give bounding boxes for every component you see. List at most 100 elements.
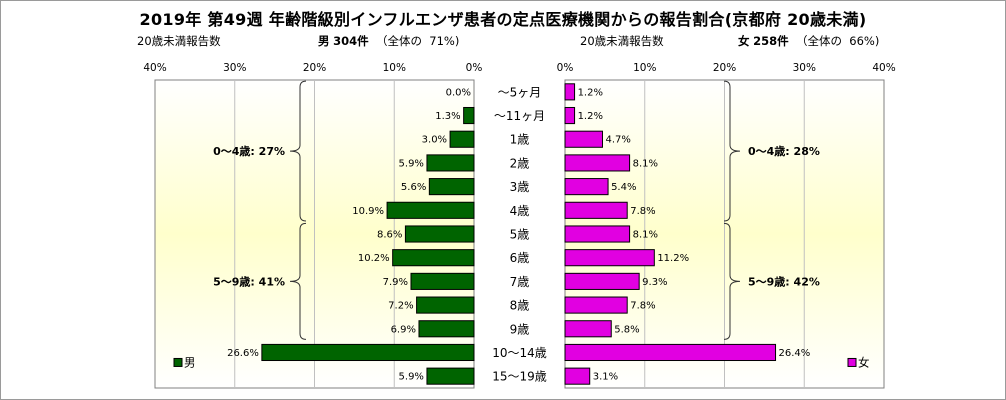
male-bar — [392, 249, 475, 267]
category-label: 7歳 — [510, 275, 530, 289]
female-bar — [564, 343, 777, 362]
male-legend-label: 男 — [184, 355, 196, 369]
category-label: 3歳 — [510, 180, 530, 194]
female-data-label: 4.7% — [605, 135, 630, 146]
female-bar — [564, 130, 603, 148]
male-data-label: 5.6% — [401, 182, 426, 193]
female-data-label: 7.8% — [630, 206, 655, 217]
left-tick-label: 40% — [143, 62, 166, 74]
female-data-label: 7.8% — [630, 301, 655, 312]
right-count: 258件 — [753, 34, 789, 48]
female-bar — [564, 296, 628, 314]
right-group-brace — [723, 80, 741, 222]
right-tick-label: 0% — [557, 62, 574, 74]
right-sex: 女 — [738, 34, 750, 48]
left-tick-label: 30% — [223, 62, 246, 74]
female-bar — [564, 106, 576, 125]
category-label: 4歳 — [510, 204, 530, 218]
male-bar — [386, 201, 475, 219]
category-label: 1歳 — [510, 133, 530, 147]
female-bar — [564, 154, 631, 172]
male-data-label: 10.2% — [358, 253, 390, 264]
male-bar — [410, 272, 475, 290]
category-label: 9歳 — [510, 322, 530, 336]
male-data-label: 8.6% — [377, 230, 402, 241]
male-bar — [463, 106, 475, 125]
category-label: 5歳 — [510, 228, 530, 242]
left-group-label: 0～4歳: 27% — [213, 144, 285, 158]
female-legend-label: 女 — [858, 355, 870, 369]
right-group-brace — [723, 222, 741, 340]
male-data-label: 6.9% — [391, 324, 416, 335]
female-legend-swatch — [847, 357, 857, 367]
male-data-label: 5.9% — [399, 372, 424, 383]
male-data-label: 5.9% — [399, 158, 424, 169]
category-label: ～11ヶ月 — [494, 109, 545, 123]
left-tick-label: 0% — [466, 62, 483, 74]
female-data-label: 9.3% — [642, 277, 667, 288]
right-tick-label: 10% — [633, 62, 656, 74]
female-data-label: 26.4% — [779, 348, 811, 359]
left-caption: 20歳未満報告数 — [137, 34, 221, 48]
category-label: 6歳 — [510, 251, 530, 265]
male-legend-swatch — [173, 357, 183, 367]
right-total-pct: 66%) — [849, 34, 880, 48]
category-label: 15～19歳 — [492, 370, 547, 384]
male-bar — [416, 296, 475, 314]
male-bar — [426, 154, 475, 172]
right-tick-label: 30% — [793, 62, 816, 74]
female-bar — [564, 83, 576, 101]
right-summary: 女 258件 （全体の 66%) — [738, 33, 879, 49]
female-bar — [564, 272, 640, 290]
left-summary: 男 304件 （全体の 71%) — [318, 33, 459, 49]
category-label: 10～14歳 — [492, 346, 547, 360]
male-bar — [428, 178, 475, 196]
male-bar — [426, 367, 475, 385]
male-bar — [404, 225, 475, 243]
chart-title: 2019年 第49週 年齢階級別インフルエンザ患者の定点医療機関からの報告割合(… — [139, 10, 867, 29]
category-label: 2歳 — [510, 156, 530, 170]
right-group-label: 5～9歳: 42% — [748, 274, 820, 288]
male-data-label: 10.9% — [352, 206, 384, 217]
female-bar — [564, 201, 628, 219]
female-data-label: 5.4% — [611, 182, 636, 193]
female-data-label: 11.2% — [657, 253, 689, 264]
male-data-label: 1.3% — [435, 111, 460, 122]
male-bar — [449, 130, 475, 148]
female-bar — [564, 320, 612, 338]
female-data-label: 1.2% — [578, 87, 603, 98]
female-data-label: 5.8% — [614, 324, 639, 335]
female-bar — [564, 367, 591, 385]
female-bar — [564, 178, 609, 196]
right-total-label: （全体の — [795, 34, 842, 48]
left-total-pct: 71%) — [429, 34, 460, 48]
left-count: 304件 — [333, 34, 369, 48]
male-data-label: 3.0% — [422, 135, 447, 146]
male-data-label: 7.2% — [388, 301, 413, 312]
female-data-label: 8.1% — [633, 230, 658, 241]
female-data-label: 3.1% — [593, 372, 618, 383]
right-caption: 20歳未満報告数 — [580, 34, 664, 48]
left-group-brace — [289, 222, 307, 340]
left-group-brace — [289, 80, 307, 222]
left-total-label: （全体の — [375, 34, 422, 48]
left-group-label: 5～9歳: 41% — [213, 274, 285, 288]
left-tick-label: 10% — [383, 62, 406, 74]
right-tick-label: 40% — [872, 62, 895, 74]
male-data-label: 0.0% — [446, 87, 471, 98]
male-data-label: 26.6% — [227, 348, 259, 359]
female-bar — [564, 225, 631, 243]
female-bar — [564, 249, 655, 267]
male-bar — [261, 343, 475, 362]
left-sex: 男 — [318, 34, 330, 48]
male-data-label: 7.9% — [383, 277, 408, 288]
left-tick-label: 20% — [303, 62, 326, 74]
category-label: 8歳 — [510, 299, 530, 313]
right-group-label: 0～4歳: 28% — [748, 144, 820, 158]
female-data-label: 8.1% — [633, 158, 658, 169]
female-data-label: 1.2% — [578, 111, 603, 122]
category-label: ～5ヶ月 — [498, 85, 542, 99]
right-tick-label: 20% — [713, 62, 736, 74]
male-bar — [418, 320, 475, 338]
